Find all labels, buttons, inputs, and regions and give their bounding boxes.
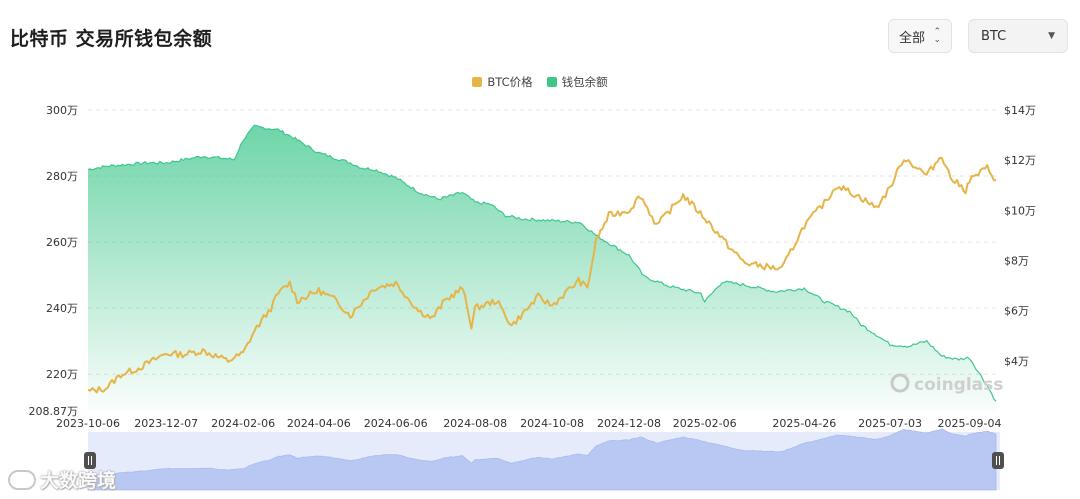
legend-swatch-wallet — [546, 77, 557, 87]
legend-swatch-btc — [472, 77, 483, 87]
x-axis: 2023-10-06 2023-12-07 2024-02-06 2024-04-06… — [56, 417, 1001, 430]
x-tick-label: 2024-12-08 — [597, 417, 661, 430]
right-y-axis: $14万 $12万 $10万 $8万 $6万 $4万 — [1004, 104, 1036, 368]
left-tick-label: 300万 — [46, 104, 78, 117]
x-tick-label: 2025-09-04 — [938, 417, 1002, 430]
left-tick-label: 280万 — [46, 170, 78, 183]
chart-legend: BTC价格 钱包余额 — [0, 74, 1080, 90]
x-tick-label: 2024-06-06 — [364, 417, 428, 430]
left-tick-label: 240万 — [46, 302, 78, 315]
left-y-axis: 300万 280万 260万 240万 220万 208.87万 — [29, 104, 79, 418]
chevron-down-icon: ▼ — [1048, 31, 1055, 41]
x-tick-label: 2024-02-06 — [211, 417, 275, 430]
wallet-balance-area — [88, 125, 996, 411]
left-tick-label: 220万 — [46, 368, 78, 381]
x-tick-label: 2025-07-03 — [858, 417, 922, 430]
sort-updown-icon: ⌃ ⌄ — [933, 27, 941, 45]
coinglass-watermark-text: coinglass — [914, 375, 1003, 395]
corner-watermark: 大数跨境 — [8, 466, 116, 493]
coinglass-watermark: coinglass — [890, 373, 1003, 395]
corner-watermark-text: 大数跨境 — [40, 470, 117, 492]
navigator-handle-right[interactable] — [992, 452, 1004, 469]
right-tick-label: $10万 — [1004, 204, 1036, 217]
page-title: 比特币 交易所钱包余额 — [10, 28, 213, 50]
coinglass-logo-icon — [890, 373, 910, 393]
navigator-handle-left[interactable] — [84, 452, 96, 469]
watermark-logo-icon — [8, 469, 36, 490]
wallet-area — [88, 125, 996, 411]
legend-label-btc-price: BTC价格 — [487, 75, 533, 89]
range-navigator[interactable] — [84, 428, 1004, 491]
btc-price-line — [87, 156, 997, 394]
legend-label-wallet-balance: 钱包余额 — [561, 75, 608, 89]
right-tick-label: $14万 — [1004, 104, 1036, 117]
x-tick-label: 2024-04-06 — [287, 417, 351, 430]
left-tick-label: 260万 — [46, 236, 78, 249]
left-tick-label: 208.87万 — [29, 405, 79, 418]
series-lines — [87, 124, 997, 402]
right-tick-label: $8万 — [1004, 255, 1029, 268]
x-tick-label: 2025-02-06 — [673, 417, 737, 430]
x-tick-label: 2024-08-08 — [443, 417, 507, 430]
range-select[interactable]: 全部 ⌃ ⌄ — [888, 19, 952, 53]
coin-select[interactable]: BTC ▼ — [968, 19, 1068, 53]
navigator-series — [87, 428, 997, 491]
x-tick-label: 2023-12-07 — [134, 417, 198, 430]
legend-item-wallet-balance[interactable]: 钱包余额 — [546, 74, 608, 90]
wallet-balance-line — [87, 124, 997, 402]
coin-select-value: BTC — [981, 28, 1007, 44]
range-select-value: 全部 — [899, 30, 926, 46]
x-tick-label: 2024-10-08 — [520, 417, 584, 430]
x-tick-label: 2025-04-26 — [772, 417, 836, 430]
right-tick-label: $4万 — [1004, 355, 1029, 368]
right-tick-label: $12万 — [1004, 154, 1036, 167]
x-tick-label: 2023-10-06 — [56, 417, 120, 430]
right-tick-label: $6万 — [1004, 305, 1029, 318]
legend-item-btc-price[interactable]: BTC价格 — [472, 74, 533, 90]
